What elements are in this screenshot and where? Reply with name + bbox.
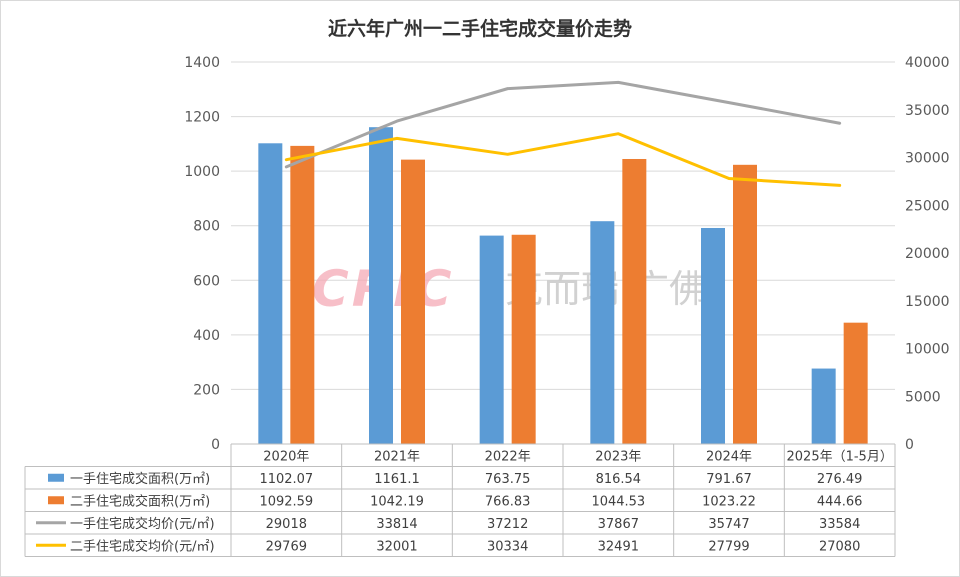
category-label: 2022年 <box>485 450 531 465</box>
right-axis-ticks: 0 5000 10000 15000 20000 25000 30000 35000 40000 <box>905 55 950 453</box>
legend-swatch <box>48 496 64 505</box>
data-label: 791.67 <box>706 472 752 487</box>
data-label: 33814 <box>376 517 417 532</box>
gridlines <box>231 61 895 445</box>
bar <box>843 322 868 444</box>
legend-label: 二手住宅成交均价(元/㎡) <box>70 538 215 554</box>
left-axis-tick-label: 200 <box>193 382 220 398</box>
left-axis-tick-label: 400 <box>193 328 220 344</box>
data-label: 763.75 <box>485 472 531 487</box>
chart-title: 近六年广州一二手住宅成交量价走势 <box>327 18 632 40</box>
left-axis-tick-label: 1000 <box>184 164 220 180</box>
series-lines <box>284 80 842 187</box>
category-label: 2020年 <box>263 450 309 465</box>
data-label: 1102.07 <box>259 472 313 487</box>
right-axis-tick-label: 40000 <box>905 55 950 71</box>
data-label: 1023.22 <box>702 494 756 509</box>
data-table: 2020年 2021年 2022年 2023年 2024年 2025年（1-5月） 一手住宅… <box>24 443 896 557</box>
left-axis-tick-label: 1400 <box>184 55 220 71</box>
data-label: 32491 <box>598 539 639 554</box>
data-label: 816.54 <box>596 472 642 487</box>
left-axis-tick-label: 0 <box>211 437 220 453</box>
category-label: 2024年 <box>706 450 752 465</box>
left-axis-tick-label: 800 <box>193 219 220 235</box>
right-axis-tick-label: 0 <box>905 437 914 453</box>
data-label: 444.66 <box>817 494 863 509</box>
right-axis-tick-label: 25000 <box>905 198 950 214</box>
data-label: 37867 <box>598 517 639 532</box>
data-label: 27799 <box>708 539 749 554</box>
data-label: 29018 <box>266 517 307 532</box>
bar <box>701 227 725 444</box>
bar <box>622 158 647 444</box>
right-axis-tick-label: 15000 <box>905 294 950 310</box>
data-label: 1092.59 <box>259 494 313 509</box>
legend-label: 一手住宅成交面积(万㎡) <box>70 471 210 487</box>
right-axis-tick-label: 10000 <box>905 342 950 358</box>
data-label: 1044.53 <box>591 494 645 509</box>
data-label: 35747 <box>708 517 749 532</box>
right-axis-tick-label: 20000 <box>905 246 950 262</box>
bar <box>290 145 315 444</box>
data-label: 29769 <box>266 539 307 554</box>
category-label: 2021年 <box>374 450 420 465</box>
bar <box>733 164 757 444</box>
bar <box>258 143 283 444</box>
data-label: 27080 <box>819 539 860 554</box>
bar <box>590 221 615 444</box>
bar <box>479 235 504 444</box>
left-axis-ticks: 0 200 400 600 800 1000 1200 1400 <box>184 55 220 453</box>
right-axis-tick-label: 30000 <box>905 151 950 167</box>
legend-swatch <box>48 473 64 482</box>
legend-label: 二手住宅成交面积(万㎡) <box>70 493 210 509</box>
data-label: 276.49 <box>817 472 863 487</box>
data-label: 30334 <box>487 539 528 554</box>
category-label: 2023年 <box>595 450 641 465</box>
data-label: 766.83 <box>485 494 531 509</box>
bars <box>258 127 868 444</box>
bar <box>369 127 393 444</box>
bar <box>811 368 836 444</box>
category-label: 2025年（1-5月） <box>787 450 893 465</box>
data-label: 1042.19 <box>370 494 424 509</box>
right-axis-tick-label: 5000 <box>905 389 941 405</box>
left-axis-tick-label: 1200 <box>184 110 220 126</box>
left-axis-tick-label: 600 <box>193 273 220 289</box>
data-label: 32001 <box>376 539 417 554</box>
legend-label: 一手住宅成交均价(元/㎡) <box>70 516 215 532</box>
data-label: 33584 <box>819 517 860 532</box>
data-label: 1161.1 <box>374 472 420 487</box>
bar <box>401 159 425 444</box>
bar <box>511 234 536 444</box>
right-axis-tick-label: 35000 <box>905 103 950 119</box>
series-line <box>284 132 842 187</box>
series-line <box>284 80 842 169</box>
data-label: 37212 <box>487 517 528 532</box>
